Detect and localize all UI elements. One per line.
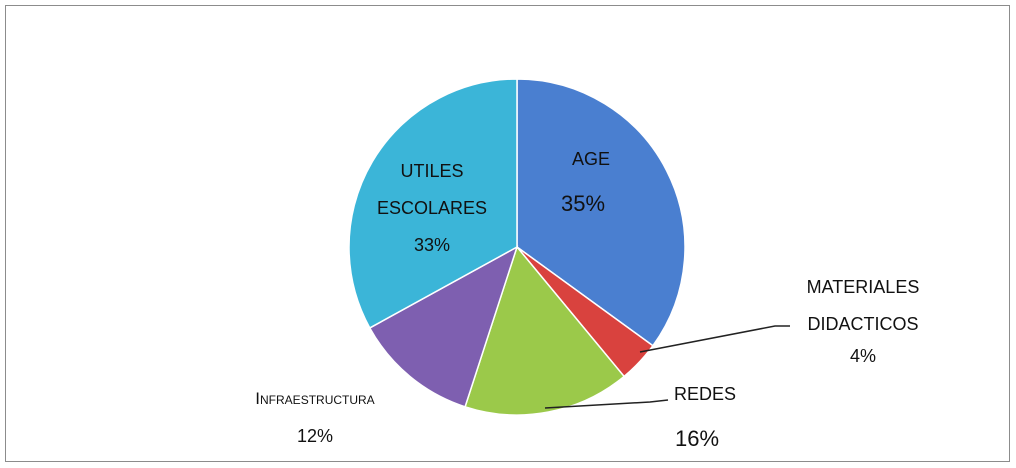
pie-slice <box>516 78 686 347</box>
pie-slice <box>464 245 626 416</box>
leader-line <box>544 399 669 409</box>
slice-value-label: 4% <box>850 346 876 366</box>
slice-value-label: 33% <box>414 235 450 255</box>
slice-label: AGE <box>572 149 610 169</box>
slice-label: REDES <box>674 384 736 404</box>
slice-value-label: 16% <box>675 426 719 451</box>
slice-label: Infraestructura <box>255 389 374 408</box>
slice-value-label: 35% <box>561 191 605 216</box>
pie-slice <box>368 245 519 408</box>
slice-value-label: 12% <box>297 426 333 446</box>
leader-line <box>639 325 790 353</box>
slice-label: UTILES ESCOLARES <box>377 161 487 218</box>
slice-label: MATERIALES DIDACTICOS <box>807 277 920 334</box>
pie-slice <box>348 78 518 329</box>
